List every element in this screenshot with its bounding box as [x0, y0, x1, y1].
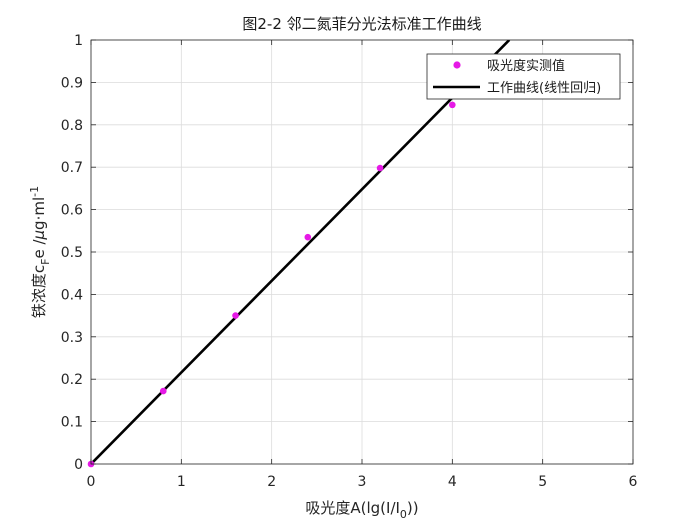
- y-axis-label: 铁浓度cFe /μg·ml-1: [28, 186, 52, 318]
- data-point: [159, 387, 167, 395]
- y-axis-label-sub: F: [39, 259, 52, 265]
- data-point: [376, 164, 384, 172]
- y-tick-label: 0: [74, 457, 83, 473]
- x-tick-label: 3: [358, 474, 367, 490]
- data-point: [304, 233, 312, 241]
- data-point: [449, 101, 456, 109]
- x-tick-label: 4: [448, 474, 457, 490]
- x-axis-label-sub: 0: [400, 508, 407, 521]
- legend-label-fit: 工作曲线(线性回归): [487, 81, 601, 96]
- y-axis-label-sup: -1: [28, 186, 41, 197]
- y-axis-label-mu: μ: [30, 230, 48, 241]
- x-tick-label: 0: [87, 474, 96, 490]
- axis-ticks: 0 1 2 3 4 5 6 0 0.1 0.2 0.3 0.4 0.5 0.6 0.7 0.8 0.9 1: [61, 33, 638, 490]
- x-axis-label-end: )): [407, 499, 419, 517]
- x-tick-label: 2: [267, 474, 276, 490]
- chart-title: 图2-2 邻二氮菲分光法标准工作曲线: [242, 15, 481, 33]
- y-tick-label: 0.5: [61, 245, 83, 261]
- x-tick-label: 1: [177, 474, 186, 490]
- y-tick-label: 0.7: [61, 160, 83, 176]
- y-tick-label: 0.1: [61, 415, 83, 431]
- data-point: [232, 312, 239, 319]
- y-tick-label: 0.9: [61, 75, 83, 91]
- x-axis-label: 吸光度A(lg(I/I0)): [305, 499, 418, 521]
- fit-line: [91, 40, 511, 464]
- x-tick-label: 6: [629, 474, 638, 490]
- y-tick-label: 0.3: [61, 330, 83, 346]
- legend: 吸光度实测值 工作曲线(线性回归): [426, 53, 621, 100]
- legend-box: [426, 53, 621, 100]
- y-axis-label-unit: g·ml: [30, 197, 48, 230]
- y-axis-label-mid: e /: [30, 239, 48, 259]
- legend-marker-measured: [453, 61, 461, 69]
- y-tick-label: 0.4: [61, 287, 83, 303]
- y-axis-label-main: 铁浓度c: [30, 265, 48, 318]
- y-tick-label: 0.6: [61, 203, 83, 219]
- y-tick-label: 0.2: [61, 372, 83, 388]
- legend-label-measured: 吸光度实测值: [487, 58, 565, 74]
- x-axis-label-main: 吸光度A(lg(I/I: [305, 499, 400, 517]
- x-tick-label: 5: [538, 474, 547, 490]
- y-tick-label: 1: [74, 33, 83, 49]
- y-tick-label: 0.8: [61, 118, 83, 134]
- plot-series: [87, 40, 511, 468]
